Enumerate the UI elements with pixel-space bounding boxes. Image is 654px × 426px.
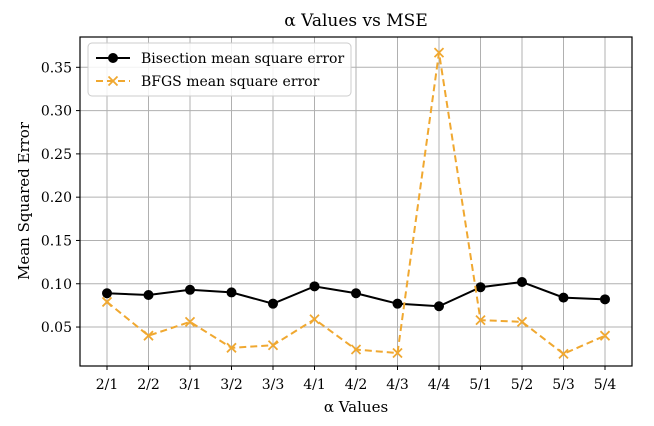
data-point	[184, 316, 196, 327]
data-point	[350, 344, 362, 355]
data-point	[558, 292, 569, 303]
x-tick-label: 3/2	[220, 377, 243, 393]
y-tick-label: 0.15	[41, 233, 72, 249]
y-tick-label: 0.10	[41, 277, 72, 293]
legend-box	[87, 42, 352, 97]
y-tick-label: 0.05	[41, 320, 72, 336]
data-point	[143, 290, 154, 301]
legend-label-2: BFGS mean square error	[141, 74, 320, 90]
series-layer	[101, 47, 611, 360]
data-point	[475, 282, 486, 293]
x-tick-label: 2/1	[96, 377, 119, 393]
legend-marker	[107, 75, 119, 87]
axis-ticks: 2/1 2/2 3/1 3/2 3/3 4/1 4/2 4/3 4/4 5/1 5/2 5/3 5/4 0…	[41, 60, 617, 393]
data-point	[433, 47, 445, 58]
data-point	[101, 296, 113, 308]
x-tick-label: 4/4	[428, 377, 451, 393]
y-tick-label: 0.35	[41, 60, 72, 76]
data-point	[475, 314, 486, 326]
x-tick-label: 5/4	[594, 377, 617, 393]
data-point	[267, 340, 279, 351]
legend-label-1: Bisection mean square error	[141, 51, 344, 67]
data-point	[102, 288, 112, 299]
legend-marker	[108, 53, 118, 63]
y-tick-label: 0.30	[41, 104, 72, 120]
x-tick-label: 3/3	[262, 377, 285, 393]
data-point	[268, 298, 278, 309]
data-point	[351, 288, 361, 299]
data-point	[309, 281, 320, 292]
x-tick-label: 4/3	[386, 377, 409, 393]
data-point	[226, 342, 237, 353]
legend: Bisection mean square error BFGS mean squ…	[87, 42, 352, 97]
data-point	[599, 330, 611, 341]
y-tick-label: 0.20	[41, 190, 72, 206]
x-tick-label: 3/1	[179, 377, 202, 393]
x-tick-label: 4/1	[303, 377, 326, 393]
data-point	[392, 347, 403, 359]
x-tick-label: 5/2	[511, 377, 534, 393]
x-tick-label: 2/2	[137, 377, 160, 393]
x-tick-label: 4/2	[345, 377, 368, 393]
data-point	[600, 294, 610, 305]
x-tick-label: 5/1	[469, 377, 492, 393]
data-point	[143, 330, 154, 341]
data-point	[516, 316, 528, 327]
x-tick-label: 5/3	[552, 377, 575, 393]
data-point	[309, 314, 320, 325]
data-point	[517, 277, 527, 288]
data-point	[185, 284, 195, 295]
y-axis-label: Mean Squared Error	[15, 121, 33, 280]
data-point	[558, 348, 569, 360]
y-tick-label: 0.25	[41, 147, 72, 163]
data-point	[392, 298, 403, 309]
data-point	[434, 301, 444, 312]
data-point	[226, 287, 237, 298]
x-axis-label: α Values	[324, 398, 388, 416]
chart-title: α Values vs MSE	[284, 11, 428, 31]
